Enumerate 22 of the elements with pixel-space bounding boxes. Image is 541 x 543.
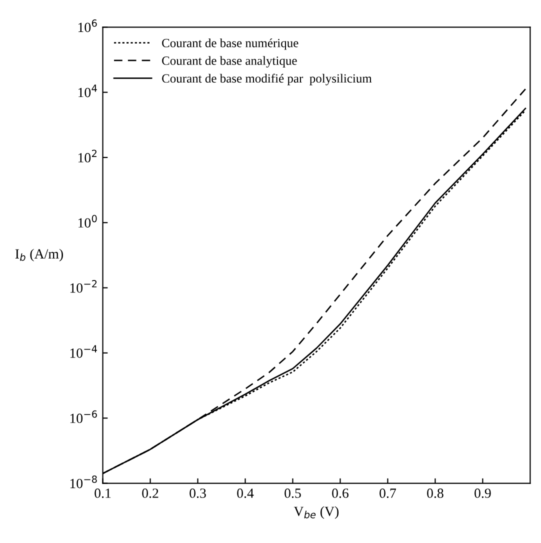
y-axis-title: I$_{b}$ (A/m) <box>15 248 63 262</box>
x-tick-label: 0.8 <box>427 488 444 498</box>
legend-label: Courant de base numérique <box>162 38 298 50</box>
y-tick-label: 10$^{4}$ <box>78 84 97 98</box>
x-tick-label: 0.7 <box>380 488 396 498</box>
x-axis-title: V$_{be}$ (V) <box>294 506 339 519</box>
x-tick-label: 0.2 <box>142 488 158 498</box>
y-tick-label: 10$^{6}$ <box>78 19 97 32</box>
x-tick-label: 0.4 <box>237 488 254 498</box>
y-tick-label: 10$^{2}$ <box>78 150 96 162</box>
y-tick-label: 10$^{0}$ <box>78 214 97 228</box>
y-tick-label: 10$^{−4}$ <box>70 345 97 358</box>
x-tick-label: 0.3 <box>190 488 206 498</box>
x-tick-label: 0.5 <box>284 488 301 498</box>
y-tick-label: 10$^{−8}$ <box>70 476 97 488</box>
x-tick-label: 0.6 <box>332 488 348 498</box>
x-tick-label: 0.9 <box>474 488 491 498</box>
y-tick-label: 10$^{−6}$ <box>70 410 97 424</box>
x-tick-label: 0.1 <box>94 488 111 498</box>
legend-label: Courant de base analytique <box>162 56 297 68</box>
y-tick-label: 10$^{−2}$ <box>70 280 97 293</box>
legend-label: Courant de base modifié par polysilicium <box>162 74 372 86</box>
